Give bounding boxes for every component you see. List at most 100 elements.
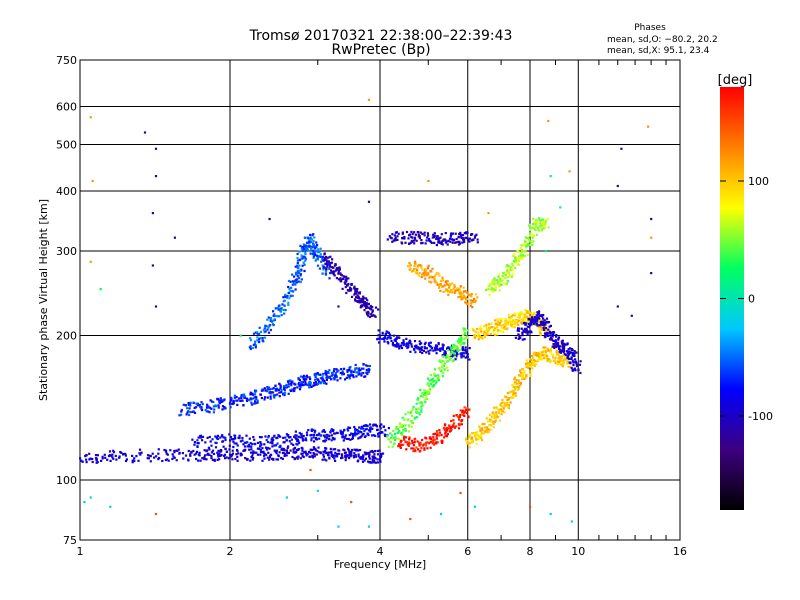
trace-point [304,381,307,384]
trace-point [328,264,332,267]
scatter-point [616,184,619,188]
trace-point [427,350,430,353]
trace-point [539,225,542,228]
trace-point [438,434,441,437]
trace-point [459,285,462,288]
trace-point [413,236,417,239]
trace-point [297,272,301,275]
trace-point [453,352,456,355]
trace-point [417,397,420,400]
trace-point [344,434,347,437]
trace-point [466,329,469,332]
scatter-point [239,334,242,337]
trace-point [319,373,322,376]
trace-point [530,361,533,364]
trace-point [388,235,391,238]
trace-point [441,276,444,279]
trace-point [313,440,316,443]
trace-point [323,252,326,255]
trace-point [413,264,416,268]
trace-point [236,444,239,447]
trace-point [514,312,517,315]
trace-point [203,449,206,452]
trace-point [101,455,104,458]
trace-point [360,374,363,377]
trace-point [525,331,528,334]
trace-point [244,457,247,460]
trace-point [443,362,447,365]
trace-point [307,429,310,432]
trace-point [404,424,407,427]
trace-point [433,278,436,281]
trace-point [529,372,532,376]
trace-point [333,274,336,277]
trace-point [276,458,280,461]
trace-point [475,331,478,334]
trace-point [546,354,549,357]
trace-point [414,233,417,236]
trace-point [563,343,566,346]
trace-point [229,406,232,409]
trace-point [384,332,387,335]
trace-point [201,403,204,406]
trace-point [255,395,258,399]
trace-point [489,414,492,417]
trace-point [373,314,376,317]
trace-point [325,378,328,381]
trace-point [491,279,494,282]
trace-point [277,308,280,311]
trace-point [438,429,441,432]
scatter-point [99,288,102,291]
trace-point [476,241,479,244]
trace-point [302,261,305,264]
trace-point [544,219,547,222]
colorbar-tick-label: 0 [748,293,755,306]
trace-point [413,440,416,443]
trace-point [325,267,328,271]
trace-point [258,332,261,336]
trace-point [341,373,344,376]
trace-point [542,350,545,353]
trace-point [424,436,427,439]
trace-point [293,282,296,285]
trace-point [495,318,498,321]
trace-point [261,339,264,342]
trace-point [111,456,114,459]
trace-point [213,408,216,411]
trace-point [381,452,385,455]
trace-point [526,325,529,328]
trace-point [344,454,347,457]
trace-point [423,448,426,451]
trace-point [191,438,194,441]
trace-point [426,267,429,270]
trace-point [85,454,88,457]
trace-point [557,363,560,366]
trace-point [428,280,431,283]
trace-point [364,375,367,378]
trace-point [409,267,412,270]
trace-point [112,451,116,454]
trace-point [512,322,516,325]
trace-point [230,455,233,458]
trace-point [516,316,519,319]
trace-point [535,319,538,322]
scatter-point [549,512,552,516]
trace-point [412,405,415,408]
trace-point [347,447,350,450]
trace-point [245,434,248,437]
trace-point [492,413,495,416]
trace-point [360,372,363,375]
trace-point [487,288,490,291]
trace-point [386,434,389,438]
trace-point [460,296,463,299]
trace-point [293,382,296,385]
trace-point [361,433,364,436]
trace-point [261,388,264,391]
trace-point [316,243,319,247]
trace-point [293,447,296,450]
trace-point [324,369,327,373]
trace-point [285,449,288,452]
trace-point [535,219,538,222]
trace-point [215,436,218,439]
trace-point [255,397,258,400]
